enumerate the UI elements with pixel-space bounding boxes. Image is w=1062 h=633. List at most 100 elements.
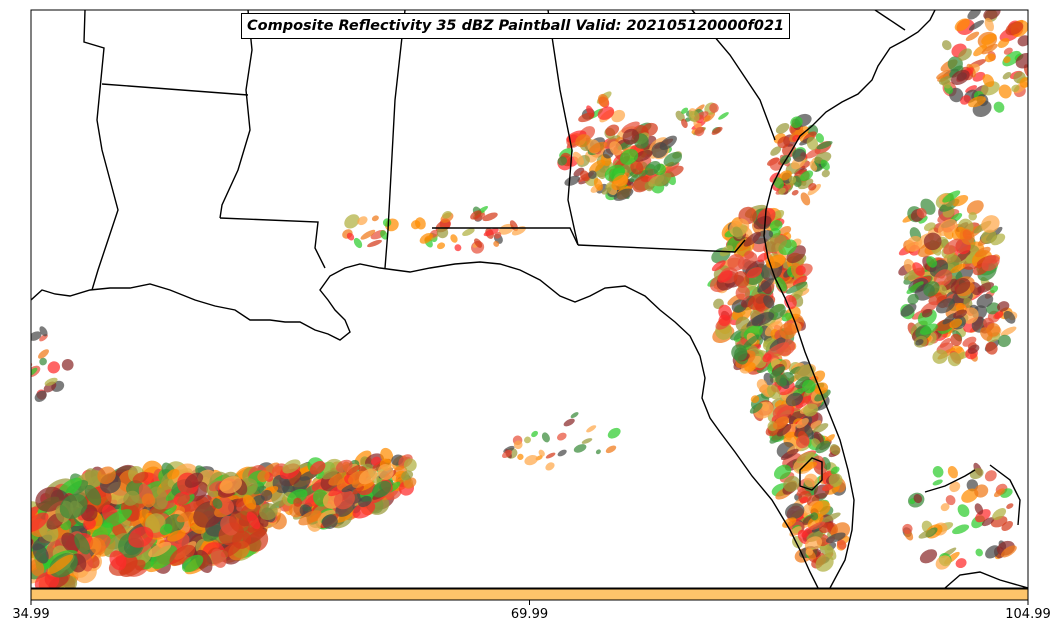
reflectivity-blob bbox=[732, 226, 743, 240]
state-line-al-fl bbox=[432, 227, 579, 246]
reflectivity-blob bbox=[777, 136, 791, 149]
reflectivity-blob bbox=[785, 392, 803, 407]
reflectivity-blob bbox=[150, 545, 178, 569]
reflectivity-blob bbox=[785, 503, 805, 520]
colorbar-tick-label-mid: 69.99 bbox=[510, 607, 549, 622]
reflectivity-blob bbox=[662, 162, 680, 175]
reflectivity-blob bbox=[462, 228, 475, 236]
reflectivity-blob bbox=[282, 459, 301, 474]
reflectivity-blob bbox=[969, 468, 984, 480]
reflectivity-blob bbox=[371, 456, 381, 466]
reflectivity-blob bbox=[985, 545, 1000, 559]
reflectivity-blob bbox=[821, 512, 841, 523]
reflectivity-blob bbox=[210, 548, 227, 568]
reflectivity-blob bbox=[352, 501, 376, 519]
reflectivity-blob bbox=[939, 338, 951, 348]
atlantic-coastline bbox=[763, 10, 936, 588]
reflectivity-blob bbox=[1015, 52, 1028, 69]
reflectivity-blob bbox=[921, 308, 933, 318]
reflectivity-blob bbox=[743, 231, 761, 247]
bahamas-outline bbox=[924, 469, 976, 493]
reflectivity-blob bbox=[360, 229, 376, 240]
reflectivity-blob bbox=[952, 524, 970, 535]
reflectivity-blob bbox=[796, 418, 809, 429]
reflectivity-blob bbox=[997, 334, 1011, 348]
reflectivity-blob bbox=[47, 554, 74, 575]
reflectivity-blob bbox=[580, 170, 590, 182]
reflectivity-blob bbox=[963, 297, 973, 309]
reflectivity-blob bbox=[442, 210, 452, 219]
reflectivity-blob bbox=[31, 367, 38, 376]
reflectivity-blob bbox=[47, 361, 61, 374]
reflectivity-blob bbox=[792, 148, 806, 162]
reflectivity-blob bbox=[982, 74, 995, 88]
reflectivity-blob bbox=[905, 236, 923, 252]
reflectivity-blob bbox=[259, 503, 278, 521]
reflectivity-blob bbox=[761, 402, 770, 412]
reflectivity-blob bbox=[619, 149, 639, 165]
reflectivity-blob bbox=[744, 362, 756, 372]
reflectivity-blob bbox=[800, 170, 814, 182]
reflectivity-blob bbox=[731, 344, 748, 361]
reflectivity-blob bbox=[746, 267, 763, 279]
reflectivity-blob bbox=[753, 215, 772, 230]
reflectivity-blob bbox=[141, 493, 156, 508]
colorbar-tick-label-max: 104.99 bbox=[1005, 607, 1051, 622]
reflectivity-blob bbox=[346, 232, 355, 241]
reflectivity-blob bbox=[783, 475, 800, 492]
reflectivity-blob bbox=[806, 136, 819, 151]
reflectivity-blob bbox=[764, 321, 783, 337]
reflectivity-blob bbox=[815, 133, 825, 143]
reflectivity-blob bbox=[788, 176, 797, 184]
bahamas-andros bbox=[989, 464, 1021, 526]
reflectivity-blob bbox=[711, 126, 723, 135]
reflectivity-blob bbox=[32, 543, 49, 564]
reflectivity-blob bbox=[795, 435, 810, 449]
reflectivity-blob bbox=[814, 152, 832, 164]
reflectivity-blob bbox=[993, 488, 1006, 498]
reflectivity-blob bbox=[1001, 545, 1017, 558]
reflectivity-blob bbox=[298, 510, 322, 526]
reflectivity-blob bbox=[792, 275, 808, 287]
colorbar-tick-label-min: 34.99 bbox=[12, 607, 50, 622]
reflectivity-blob bbox=[836, 539, 847, 550]
cuba-coast bbox=[944, 571, 1028, 588]
reflectivity-blob bbox=[997, 37, 1010, 49]
reflectivity-blob bbox=[935, 555, 951, 570]
reflectivity-blob bbox=[900, 303, 917, 317]
gulf-coastline bbox=[31, 261, 819, 588]
reflectivity-blob bbox=[336, 459, 353, 473]
reflectivity-blob bbox=[802, 379, 816, 394]
reflectivity-blob bbox=[933, 269, 953, 287]
reflectivity-blob bbox=[581, 438, 593, 444]
reflectivity-blob bbox=[769, 366, 786, 379]
reflectivity-blob bbox=[38, 349, 49, 359]
reflectivity-blob bbox=[975, 246, 991, 258]
reflectivity-blob bbox=[809, 521, 826, 531]
reflectivity-blob bbox=[976, 293, 994, 309]
state-line-nc-sc bbox=[874, 10, 906, 31]
reflectivity-blob bbox=[966, 200, 984, 215]
reflectivity-blob bbox=[450, 234, 458, 243]
reflectivity-blob bbox=[611, 109, 626, 123]
reflectivity-blob bbox=[613, 188, 634, 201]
reflectivity-blob bbox=[588, 170, 597, 179]
reflectivity-blob bbox=[932, 479, 943, 486]
reflectivity-blob bbox=[961, 488, 979, 503]
reflectivity-blob bbox=[167, 529, 186, 542]
reflectivity-blob bbox=[815, 440, 831, 454]
state-line-ga-fl bbox=[577, 239, 746, 253]
reflectivity-blob bbox=[232, 530, 252, 549]
reflectivity-blob bbox=[718, 112, 729, 120]
reflectivity-blob bbox=[61, 358, 74, 371]
reflectivity-blob bbox=[973, 44, 988, 57]
reflectivity-blob bbox=[915, 339, 924, 346]
reflectivity-blob bbox=[1017, 35, 1028, 47]
reflectivity-blob bbox=[39, 357, 47, 366]
reflectivity-blob bbox=[785, 281, 808, 294]
reflectivity-blob bbox=[735, 285, 750, 301]
reflectivity-blob bbox=[328, 472, 350, 486]
reflectivity-blob bbox=[981, 43, 998, 55]
reflectivity-blob bbox=[795, 395, 812, 409]
